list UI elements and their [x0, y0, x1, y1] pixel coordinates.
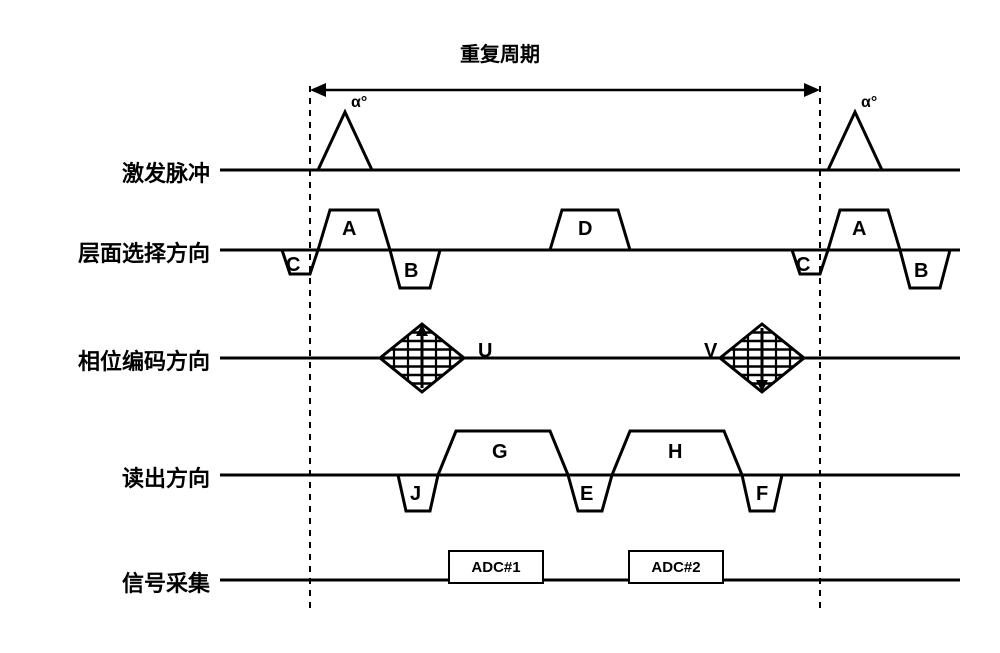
glyph-α°: α° — [351, 94, 367, 112]
glyph-B: B — [914, 260, 928, 283]
glyph-A: A — [852, 218, 866, 241]
adc-box-2: ADC#2 — [628, 550, 724, 584]
glyph-V: V — [704, 340, 717, 363]
adc-box-1: ADC#1 — [448, 550, 544, 584]
glyph-J: J — [410, 483, 421, 506]
waveform-svg — [20, 20, 980, 633]
glyph-H: H — [668, 441, 682, 464]
pulse-sequence-diagram: 重复周期 激发脉冲 层面选择方向 相位编码方向 读出方向 信号采集 α°α°AB… — [20, 20, 980, 633]
glyph-U: U — [478, 340, 492, 363]
glyph-C: C — [286, 254, 300, 277]
glyph-E: E — [580, 483, 593, 506]
glyph-F: F — [756, 483, 768, 506]
glyph-C: C — [796, 254, 810, 277]
glyph-G: G — [492, 441, 508, 464]
glyph-α°: α° — [861, 94, 877, 112]
glyph-B: B — [404, 260, 418, 283]
glyph-A: A — [342, 218, 356, 241]
glyph-D: D — [578, 218, 592, 241]
